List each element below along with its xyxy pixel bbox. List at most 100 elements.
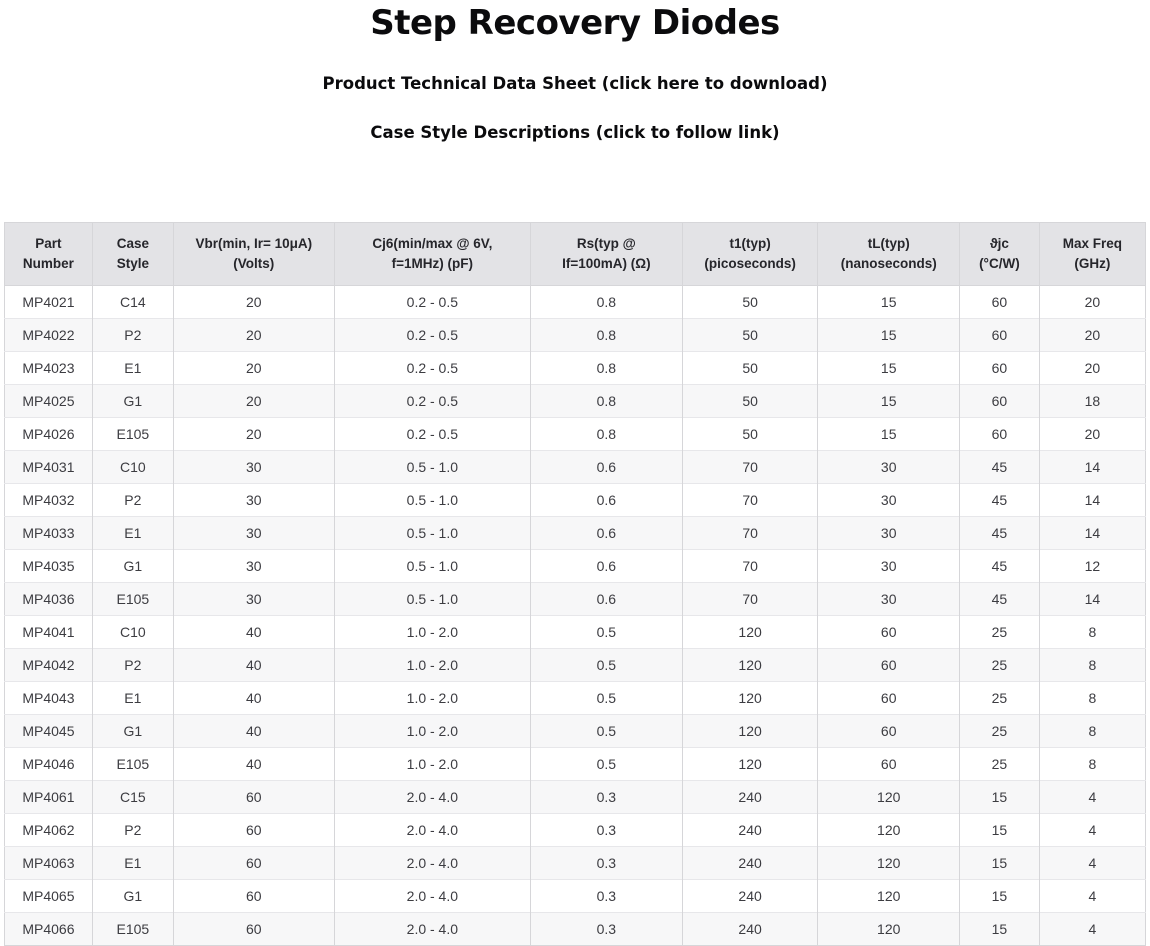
table-cell-part-number: MP4041 (4, 615, 93, 649)
table-cell-rs: 0.8 (529, 384, 683, 418)
table-header-row: Part Number Case Style Vbr(min, Ir= 10μA) (Vo… (4, 222, 1146, 286)
table-cell-case-style: E1 (91, 516, 174, 550)
table-cell-tl: 60 (817, 681, 960, 715)
table-cell-t1: 120 (681, 714, 818, 748)
table-row: MP4041 C10 40 1.0 - 2.0 0.5 120 60 25 8 (4, 615, 1146, 649)
datasheet-download-link[interactable]: Product Technical Data Sheet (click here… (322, 74, 828, 93)
table-cell-t1: 50 (681, 351, 818, 385)
table-cell-max-freq: 14 (1038, 582, 1146, 616)
table-cell-cj6: 0.5 - 1.0 (333, 483, 531, 517)
table-cell-case-style: G1 (91, 879, 174, 913)
table-cell-vbr: 60 (172, 780, 335, 814)
table-cell-tl: 30 (817, 483, 960, 517)
table-cell-part-number: MP4042 (4, 648, 93, 682)
table-cell-tl: 30 (817, 450, 960, 484)
table-cell-rs: 0.8 (529, 351, 683, 385)
table-cell-rs: 0.8 (529, 285, 683, 319)
table-row: MP4035 G1 30 0.5 - 1.0 0.6 70 30 45 12 (4, 549, 1146, 583)
table-cell-tl: 120 (817, 879, 960, 913)
table-cell-max-freq: 8 (1038, 714, 1146, 748)
table-cell-cj6: 0.5 - 1.0 (333, 450, 531, 484)
table-cell-case-style: P2 (91, 318, 174, 352)
table-cell-max-freq: 8 (1038, 615, 1146, 649)
table-row: MP4042 P2 40 1.0 - 2.0 0.5 120 60 25 8 (4, 648, 1146, 682)
table-cell-case-style: E105 (91, 747, 174, 781)
table-row: MP4063 E1 60 2.0 - 4.0 0.3 240 120 15 4 (4, 846, 1146, 880)
table-cell-vbr: 30 (172, 483, 335, 517)
table-row: MP4025 G1 20 0.2 - 0.5 0.8 50 15 60 18 (4, 384, 1146, 418)
case-style-descriptions-link[interactable]: Case Style Descriptions (click to follow… (370, 123, 780, 142)
table-row: MP4045 G1 40 1.0 - 2.0 0.5 120 60 25 8 (4, 714, 1146, 748)
table-cell-part-number: MP4065 (4, 879, 93, 913)
table-cell-case-style: G1 (91, 384, 174, 418)
table-cell-tl: 30 (817, 582, 960, 616)
table-cell-theta-jc: 45 (958, 450, 1040, 484)
table-cell-tl: 30 (817, 516, 960, 550)
table-cell-t1: 240 (681, 846, 818, 880)
table-cell-case-style: E105 (91, 912, 174, 946)
column-header-part-number: Part Number (4, 222, 93, 286)
table-row: MP4036 E105 30 0.5 - 1.0 0.6 70 30 45 14 (4, 582, 1146, 616)
table-cell-rs: 0.5 (529, 615, 683, 649)
column-header-t1: t1(typ) (picoseconds) (681, 222, 818, 286)
page-title: Step Recovery Diodes (370, 3, 780, 43)
table-cell-tl: 60 (817, 648, 960, 682)
table-cell-theta-jc: 45 (958, 549, 1040, 583)
table-cell-tl: 120 (817, 813, 960, 847)
table-cell-tl: 15 (817, 417, 960, 451)
table-cell-rs: 0.8 (529, 318, 683, 352)
table-cell-cj6: 0.5 - 1.0 (333, 582, 531, 616)
table-cell-tl: 15 (817, 318, 960, 352)
table-row: MP4031 C10 30 0.5 - 1.0 0.6 70 30 45 14 (4, 450, 1146, 484)
table-row: MP4022 P2 20 0.2 - 0.5 0.8 50 15 60 20 (4, 318, 1146, 352)
table-cell-max-freq: 18 (1038, 384, 1146, 418)
table-cell-part-number: MP4061 (4, 780, 93, 814)
table-cell-max-freq: 12 (1038, 549, 1146, 583)
table-cell-theta-jc: 25 (958, 615, 1040, 649)
table-cell-cj6: 1.0 - 2.0 (333, 714, 531, 748)
table-cell-part-number: MP4063 (4, 846, 93, 880)
column-header-max-freq: Max Freq (GHz) (1038, 222, 1146, 286)
table-cell-rs: 0.3 (529, 912, 683, 946)
table-row: MP4032 P2 30 0.5 - 1.0 0.6 70 30 45 14 (4, 483, 1146, 517)
table-cell-rs: 0.6 (529, 483, 683, 517)
table-cell-theta-jc: 25 (958, 714, 1040, 748)
table-cell-theta-jc: 60 (958, 417, 1040, 451)
table-row: MP4046 E105 40 1.0 - 2.0 0.5 120 60 25 8 (4, 747, 1146, 781)
table-cell-t1: 70 (681, 582, 818, 616)
table-row: MP4066 E105 60 2.0 - 4.0 0.3 240 120 15 4 (4, 912, 1146, 946)
table-cell-vbr: 20 (172, 351, 335, 385)
table-cell-vbr: 40 (172, 615, 335, 649)
table-cell-rs: 0.5 (529, 648, 683, 682)
table-cell-max-freq: 4 (1038, 780, 1146, 814)
table-cell-t1: 120 (681, 681, 818, 715)
table-cell-theta-jc: 45 (958, 582, 1040, 616)
table-cell-theta-jc: 60 (958, 285, 1040, 319)
table-cell-rs: 0.3 (529, 879, 683, 913)
column-header-cj6: Cj6(min/max @ 6V, f=1MHz) (pF) (333, 222, 531, 286)
table-cell-rs: 0.3 (529, 846, 683, 880)
table-cell-cj6: 1.0 - 2.0 (333, 648, 531, 682)
table-cell-case-style: P2 (91, 483, 174, 517)
table-cell-t1: 240 (681, 912, 818, 946)
table-cell-t1: 120 (681, 648, 818, 682)
table-cell-tl: 120 (817, 780, 960, 814)
table-row: MP4043 E1 40 1.0 - 2.0 0.5 120 60 25 8 (4, 681, 1146, 715)
table-cell-cj6: 0.2 - 0.5 (333, 285, 531, 319)
column-header-theta-jc: ϑjc (°C/W) (958, 222, 1040, 286)
table-cell-cj6: 2.0 - 4.0 (333, 879, 531, 913)
table-cell-cj6: 0.2 - 0.5 (333, 351, 531, 385)
datasheet-link-line: Product Technical Data Sheet (click here… (0, 72, 1150, 95)
table-cell-part-number: MP4026 (4, 417, 93, 451)
table-cell-vbr: 30 (172, 450, 335, 484)
table-cell-t1: 50 (681, 417, 818, 451)
table-cell-t1: 240 (681, 879, 818, 913)
table-cell-max-freq: 8 (1038, 747, 1146, 781)
table-cell-tl: 15 (817, 384, 960, 418)
column-header-case-style: Case Style (91, 222, 174, 286)
table-cell-theta-jc: 15 (958, 780, 1040, 814)
table-cell-vbr: 20 (172, 285, 335, 319)
table-cell-theta-jc: 45 (958, 516, 1040, 550)
table-cell-part-number: MP4033 (4, 516, 93, 550)
